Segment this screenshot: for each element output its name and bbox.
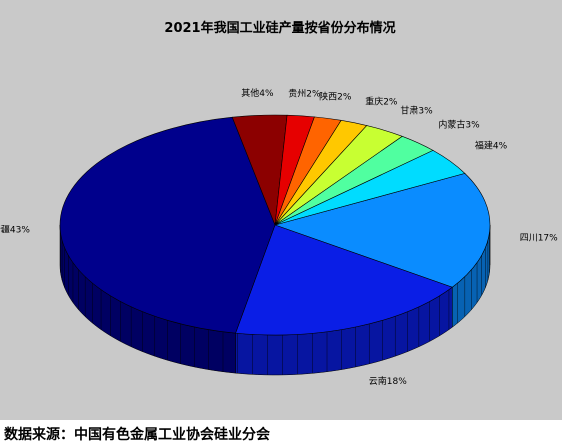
slice-label-四川: 四川17% bbox=[520, 233, 558, 243]
pie-slice-新疆 bbox=[59, 116, 276, 334]
pie-slice-四川 bbox=[273, 173, 491, 288]
pie-tops bbox=[59, 114, 491, 336]
slice-label-内蒙古: 内蒙古3% bbox=[438, 119, 480, 131]
pie-slice-云南 bbox=[235, 224, 453, 336]
slice-label-新疆: 新疆43% bbox=[0, 223, 30, 235]
slice-label-重庆: 重庆2% bbox=[365, 95, 398, 107]
slice-label-甘肃: 甘肃3% bbox=[400, 104, 433, 116]
slice-label-贵州: 贵州2% bbox=[288, 88, 321, 100]
pie-labels: 四川17% 云南18% 新疆43% 其他4% 贵州2%陕西2% 重庆2%甘肃3% 内蒙古3%… bbox=[0, 87, 558, 387]
chart-title: 2021年我国工业硅产量按省份分布情况 bbox=[164, 20, 395, 36]
slice-label-其他: 其他4% bbox=[241, 87, 274, 99]
pie-slice-福建 bbox=[274, 150, 466, 226]
chart-frame: 2021年我国工业硅产量按省份分布情况 四川17% 云南18% 新疆43% 其他4% 贵… bbox=[0, 0, 562, 420]
slice-label-陕西: 陕西2% bbox=[319, 90, 352, 102]
slice-label-云南: 云南18% bbox=[369, 375, 407, 387]
pie-chart: 2021年我国工业硅产量按省份分布情况 四川17% 云南18% 新疆43% 其他4% 贵… bbox=[0, 20, 558, 387]
slice-label-福建: 福建4% bbox=[475, 139, 508, 151]
source-note: 数据来源：中国有色金属工业协会硅业分会 bbox=[4, 427, 270, 443]
